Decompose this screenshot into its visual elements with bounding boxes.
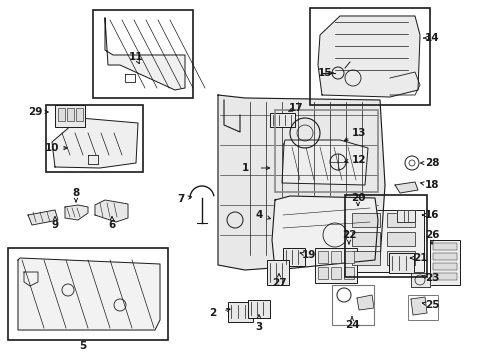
Bar: [46, 105, 142, 172]
Polygon shape: [282, 140, 367, 185]
Text: 3: 3: [255, 322, 262, 332]
Bar: [386, 213, 414, 227]
Bar: [317, 267, 327, 279]
Text: 25: 25: [424, 300, 438, 310]
Text: 10: 10: [45, 143, 59, 153]
Bar: [432, 243, 456, 250]
Bar: [58, 108, 65, 121]
Polygon shape: [28, 210, 58, 225]
Polygon shape: [410, 273, 429, 287]
Text: 14: 14: [424, 33, 438, 43]
Bar: [343, 267, 353, 279]
Polygon shape: [271, 196, 377, 270]
Polygon shape: [105, 18, 184, 90]
Bar: [347, 210, 423, 272]
Bar: [55, 105, 85, 127]
Bar: [309, 8, 429, 105]
Bar: [67, 108, 74, 121]
Text: 24: 24: [344, 320, 359, 330]
Bar: [330, 251, 340, 263]
Bar: [386, 251, 414, 265]
Polygon shape: [394, 182, 417, 193]
Text: 11: 11: [128, 52, 143, 62]
Bar: [351, 213, 379, 227]
Text: 15: 15: [317, 68, 331, 78]
Text: 29: 29: [28, 107, 42, 117]
Polygon shape: [95, 200, 128, 222]
Text: 16: 16: [424, 210, 438, 220]
Bar: [274, 110, 377, 192]
Text: 7: 7: [177, 194, 184, 204]
Text: 20: 20: [350, 193, 365, 203]
Bar: [407, 295, 437, 320]
Bar: [432, 263, 456, 270]
Text: 6: 6: [108, 220, 115, 230]
Text: 23: 23: [424, 273, 438, 283]
Bar: [388, 253, 413, 273]
Text: 8: 8: [72, 188, 80, 198]
Bar: [351, 232, 379, 246]
Bar: [317, 251, 327, 263]
Bar: [432, 253, 456, 260]
Bar: [283, 248, 305, 266]
Bar: [93, 10, 193, 98]
Text: 2: 2: [209, 308, 216, 318]
Polygon shape: [218, 95, 384, 270]
Text: 21: 21: [412, 253, 427, 263]
Bar: [330, 267, 340, 279]
Bar: [351, 251, 379, 265]
Polygon shape: [410, 297, 426, 315]
Bar: [269, 113, 294, 127]
Bar: [345, 195, 426, 277]
Text: 1: 1: [241, 163, 248, 173]
Bar: [266, 260, 288, 285]
Text: 26: 26: [424, 230, 438, 240]
Bar: [343, 251, 353, 263]
Bar: [76, 108, 83, 121]
Bar: [429, 240, 459, 285]
Polygon shape: [396, 210, 414, 222]
Polygon shape: [317, 16, 419, 97]
Bar: [314, 248, 356, 283]
Bar: [227, 302, 252, 322]
Bar: [8, 248, 168, 340]
Text: 27: 27: [271, 278, 286, 288]
Text: 19: 19: [301, 250, 316, 260]
Polygon shape: [18, 258, 160, 330]
Polygon shape: [65, 205, 88, 220]
Text: 5: 5: [79, 341, 86, 351]
Text: 13: 13: [351, 128, 366, 138]
Text: 12: 12: [351, 155, 366, 165]
Bar: [432, 273, 456, 280]
Bar: [331, 285, 373, 325]
Text: 22: 22: [341, 230, 356, 240]
Text: 4: 4: [255, 210, 262, 220]
Text: 9: 9: [51, 220, 59, 230]
Text: 17: 17: [288, 103, 303, 113]
Bar: [247, 300, 269, 318]
Polygon shape: [52, 118, 138, 168]
Text: 18: 18: [424, 180, 438, 190]
Bar: [386, 232, 414, 246]
Text: 28: 28: [424, 158, 438, 168]
Polygon shape: [356, 295, 373, 310]
